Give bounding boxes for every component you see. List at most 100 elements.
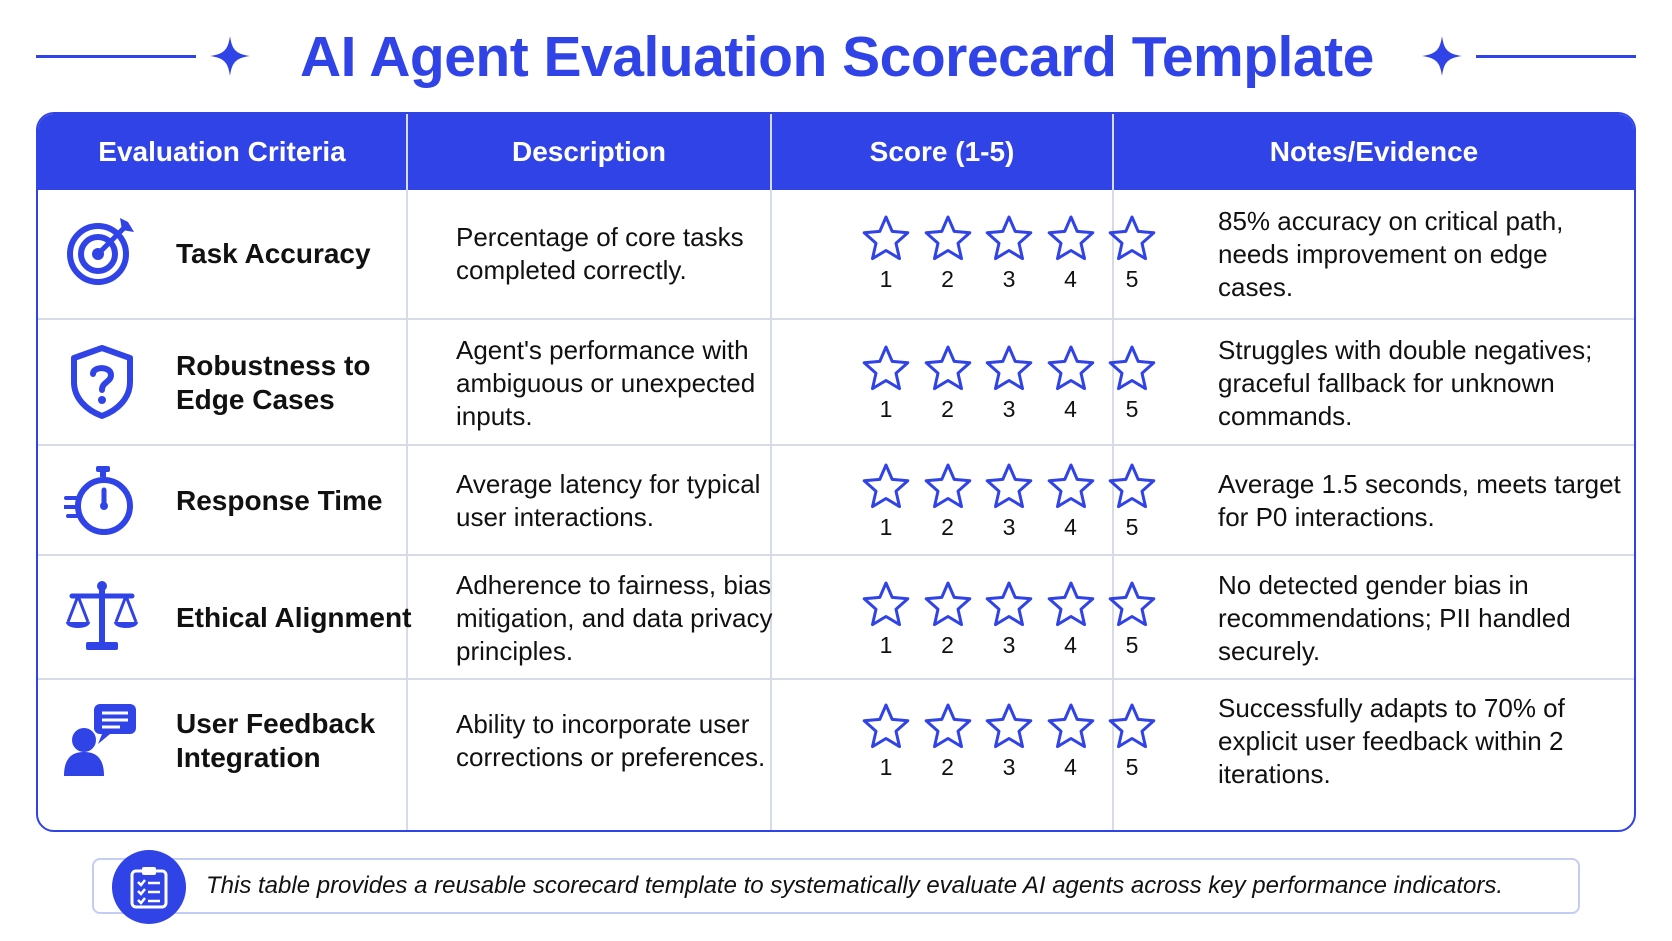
criterion-description: Average latency for typical user interac… [456, 469, 761, 532]
star-rating-option[interactable]: 3 [981, 462, 1037, 541]
star-rating-option[interactable]: 1 [858, 580, 914, 659]
criterion-notes: 85% accuracy on critical path, needs imp… [1218, 205, 1564, 302]
star-rating-label: 1 [879, 396, 893, 422]
star-rating-option[interactable]: 3 [981, 214, 1037, 293]
criterion-name: Robustness to Edge Cases [176, 350, 371, 415]
star-rating-label: 3 [1002, 396, 1016, 422]
star-rating-option[interactable]: 4 [1043, 580, 1099, 659]
star-rating-option[interactable]: 5 [1104, 344, 1160, 423]
shield-question-icon [71, 345, 133, 419]
star-rating-label: 4 [1064, 754, 1077, 780]
star-rating-label: 4 [1064, 396, 1077, 422]
criterion-description: Agent's performance with ambiguous or un… [456, 334, 756, 431]
star-icon [862, 215, 910, 261]
sparkle-icon [210, 36, 250, 76]
star-icon [862, 703, 910, 749]
star-icon [924, 581, 971, 627]
star-rating-option[interactable]: 4 [1043, 344, 1099, 423]
star-rating-label: 3 [1002, 632, 1016, 658]
star-rating-label: 3 [1002, 514, 1016, 540]
star-rating-option[interactable]: 4 [1043, 214, 1099, 293]
footer-text: This table provides a reusable scorecard… [206, 872, 1504, 899]
star-rating-option[interactable]: 3 [981, 344, 1037, 423]
criterion-name: Ethical Alignment [176, 602, 412, 633]
user-chat-icon [64, 704, 136, 776]
star-rating-option[interactable]: 1 [858, 702, 914, 781]
star-rating-option[interactable]: 2 [920, 214, 976, 293]
star-rating-option[interactable]: 2 [920, 462, 976, 541]
header-score: Score (1-5) [869, 136, 1015, 167]
column-divider [1112, 114, 1114, 830]
star-rating-label: 2 [941, 396, 954, 422]
star-rating-label: 2 [941, 754, 954, 780]
star-rating-label: 2 [941, 632, 954, 658]
star-icon [862, 581, 910, 627]
criterion-name: User Feedback Integration [176, 708, 376, 773]
star-rating-option[interactable]: 5 [1104, 580, 1160, 659]
criterion-description: Percentage of core tasks completed corre… [456, 222, 744, 285]
table-row: Robustness to Edge Cases Agent's perform… [38, 318, 1634, 444]
star-rating-option[interactable]: 2 [920, 344, 976, 423]
star-rating-label: 1 [879, 754, 893, 780]
header-evaluation-criteria: Evaluation Criteria [98, 136, 346, 167]
star-rating-option[interactable]: 4 [1043, 462, 1099, 541]
star-rating-label: 4 [1064, 514, 1077, 540]
star-rating-option[interactable]: 1 [858, 214, 914, 293]
star-rating-label: 1 [879, 266, 893, 292]
score-rating[interactable]: 1 2 3 4 5 [858, 214, 1218, 304]
star-rating-label: 5 [1125, 632, 1139, 658]
star-rating-label: 2 [941, 514, 954, 540]
star-icon [1108, 581, 1156, 627]
star-icon [862, 345, 910, 391]
star-rating-option[interactable]: 3 [981, 702, 1037, 781]
scales-icon [66, 581, 138, 650]
star-rating-label: 2 [941, 266, 954, 292]
star-rating-label: 5 [1125, 396, 1139, 422]
star-rating-label: 4 [1064, 266, 1077, 292]
star-rating-label: 4 [1064, 632, 1077, 658]
star-rating-option[interactable]: 3 [981, 580, 1037, 659]
score-rating[interactable]: 1 2 3 4 5 [858, 580, 1218, 670]
title-row: AI Agent Evaluation Scorecard Template [0, 18, 1672, 98]
star-rating-label: 5 [1125, 754, 1139, 780]
star-icon [1108, 215, 1156, 261]
star-icon [1047, 345, 1094, 391]
criterion-name: Response Time [176, 485, 383, 516]
header-description: Description [511, 136, 667, 167]
star-rating-option[interactable]: 5 [1104, 214, 1160, 293]
star-icon [1108, 345, 1156, 391]
score-rating[interactable]: 1 2 3 4 5 [858, 702, 1218, 792]
score-rating[interactable]: 1 2 3 4 5 [858, 344, 1218, 434]
star-icon [1047, 463, 1094, 509]
star-icon [1108, 703, 1156, 749]
star-icon [1047, 581, 1094, 627]
table-header: Evaluation Criteria Description Score (1… [38, 114, 1634, 190]
star-rating-option[interactable]: 5 [1104, 702, 1160, 781]
star-rating-option[interactable]: 1 [858, 344, 914, 423]
star-rating-label: 5 [1125, 266, 1139, 292]
footer-note [92, 858, 1580, 914]
star-icon [985, 345, 1033, 391]
criterion-notes: Struggles with double negatives; gracefu… [1218, 334, 1593, 431]
star-rating-label: 3 [1002, 266, 1016, 292]
table-row: User Feedback Integration Ability to inc… [38, 678, 1634, 830]
star-rating-option[interactable]: 4 [1043, 702, 1099, 781]
star-icon [924, 215, 971, 261]
star-rating-option[interactable]: 5 [1104, 462, 1160, 541]
star-rating-option[interactable]: 2 [920, 580, 976, 659]
star-rating-label: 1 [879, 514, 893, 540]
star-rating-option[interactable]: 1 [858, 462, 914, 541]
criterion-notes: No detected gender bias in recommendatio… [1218, 569, 1571, 666]
score-rating[interactable]: 1 2 3 4 5 [858, 462, 1218, 552]
star-rating-label: 3 [1002, 754, 1016, 780]
star-icon [1047, 215, 1094, 261]
page-title: AI Agent Evaluation Scorecard Template [300, 25, 1374, 89]
star-icon [985, 463, 1033, 509]
footer-badge [112, 850, 186, 924]
star-icon [924, 703, 971, 749]
star-rating-option[interactable]: 2 [920, 702, 976, 781]
star-icon [924, 345, 971, 391]
criterion-notes: Average 1.5 seconds, meets target for P0… [1218, 469, 1621, 532]
clipboard-checklist-icon [130, 867, 168, 909]
table-row: Task Accuracy Percentage of core tasks c… [38, 190, 1634, 318]
